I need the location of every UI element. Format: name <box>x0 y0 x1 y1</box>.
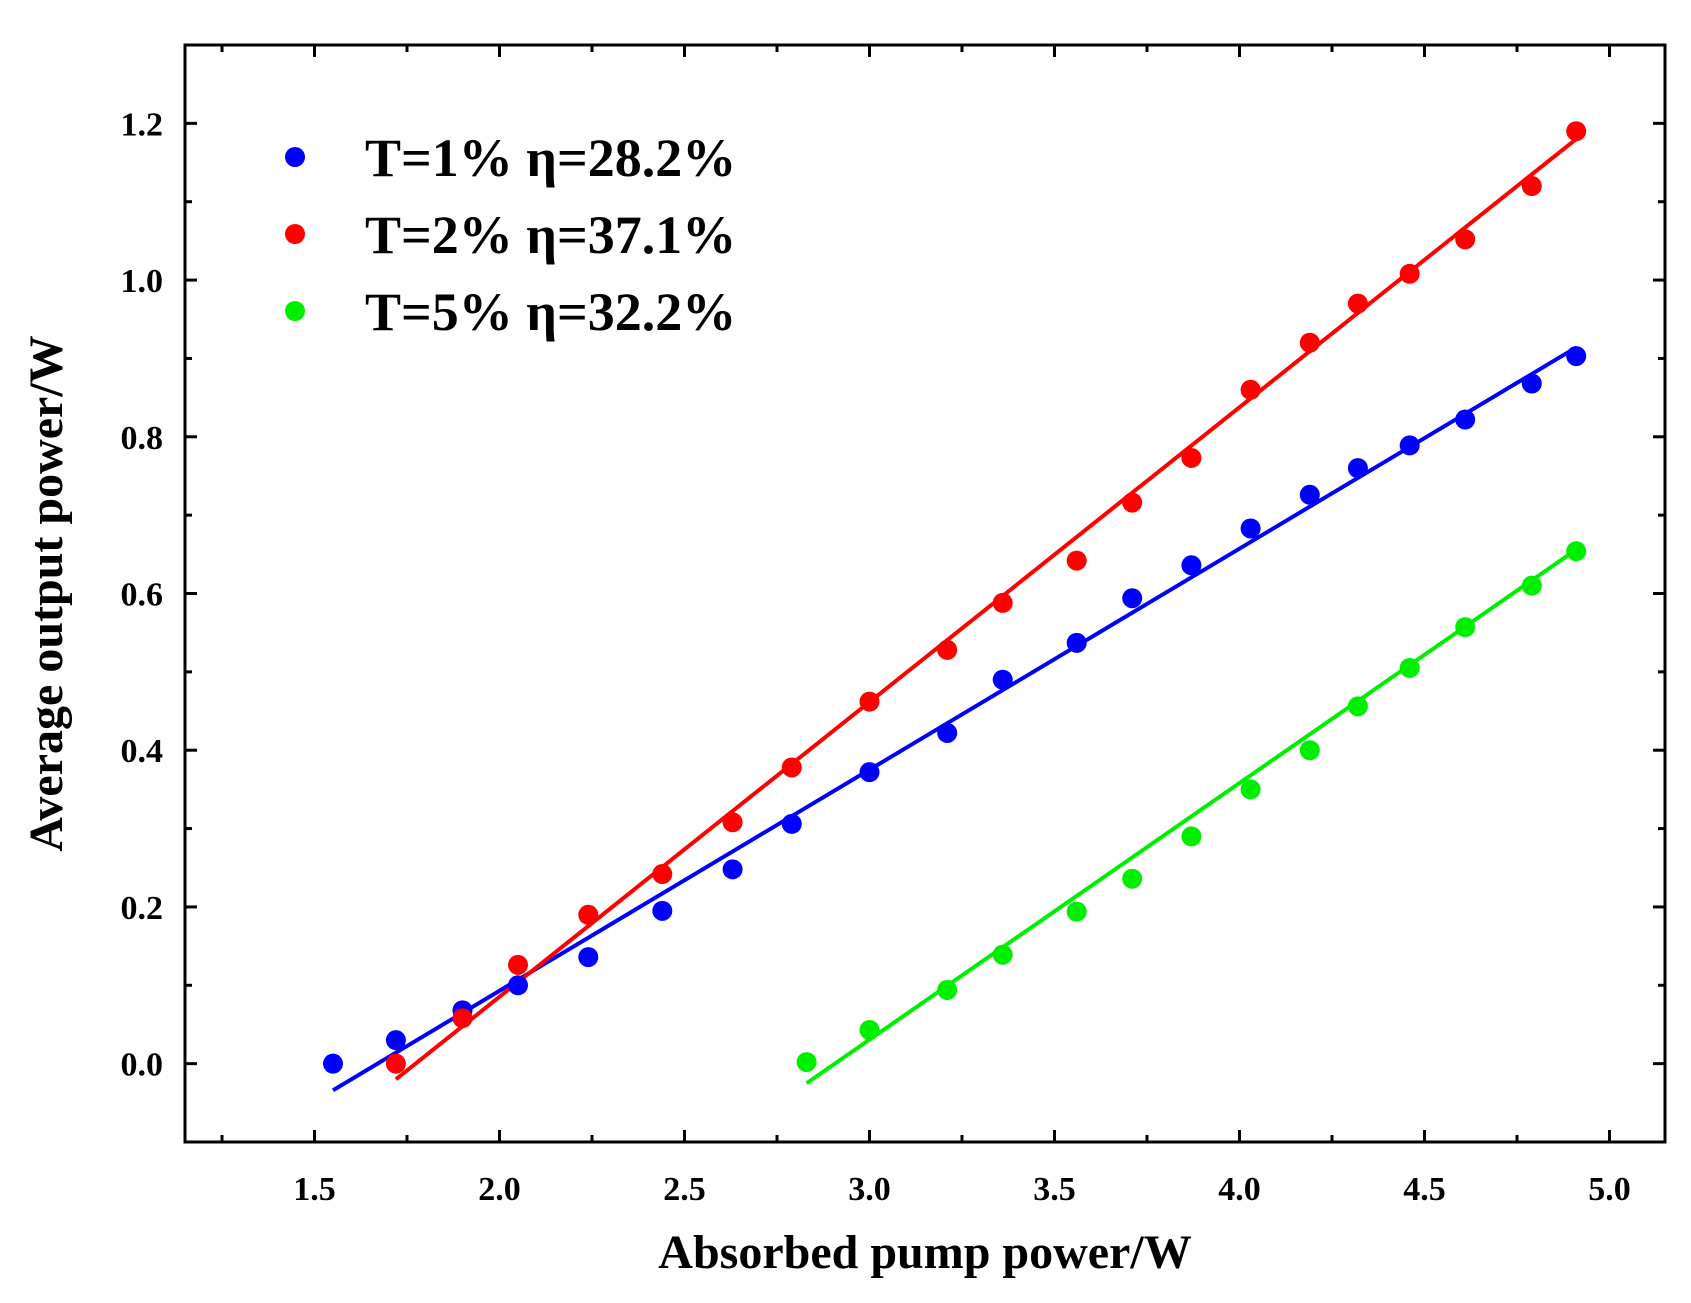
data-point-series-2 <box>1455 229 1476 250</box>
data-point-series-1 <box>385 1030 406 1051</box>
data-point-series-2 <box>1066 550 1087 571</box>
data-point-series-1 <box>992 669 1013 690</box>
legend-marker-series-2 <box>285 224 305 244</box>
data-point-series-2 <box>652 864 673 885</box>
data-point-series-1 <box>323 1053 343 1074</box>
data-point-series-1 <box>1066 632 1087 653</box>
data-point-series-3 <box>1455 617 1476 638</box>
data-point-series-3 <box>992 944 1013 965</box>
data-point-series-1 <box>781 813 802 834</box>
legend-marker-series-3 <box>285 301 305 321</box>
data-point-series-1 <box>1399 435 1420 456</box>
data-point-series-2 <box>992 592 1013 613</box>
data-point-series-2 <box>385 1053 406 1074</box>
data-point-series-1 <box>1240 518 1261 539</box>
data-point-series-3 <box>1566 541 1587 562</box>
data-point-series-3 <box>1399 657 1420 678</box>
data-point-series-1 <box>722 859 743 880</box>
x-tick-label: 4.0 <box>1218 1171 1261 1208</box>
data-point-series-1 <box>1455 409 1476 430</box>
x-tick-label: 1.5 <box>293 1171 336 1208</box>
data-point-series-2 <box>1347 293 1368 314</box>
data-point-series-2 <box>452 1008 473 1029</box>
fit-line-series-3 <box>805 547 1578 1085</box>
y-tick-label: 1.2 <box>121 106 164 143</box>
data-point-series-2 <box>937 639 958 660</box>
data-point-series-3 <box>796 1052 817 1073</box>
axis-ticks: 1.5 2.0 2.5 3.0 3.5 4.0 4.5 5.0 0.0 0.2 0.4 0.6 0.8 1… <box>121 45 1665 1208</box>
data-point-series-2 <box>1521 176 1542 197</box>
x-tick-label: 2.0 <box>478 1171 521 1208</box>
data-point-series-1 <box>937 722 958 743</box>
data-point-series-2 <box>1566 121 1587 142</box>
data-point-series-3 <box>1521 575 1542 596</box>
data-point-series-2 <box>859 691 880 712</box>
y-tick-label: 0.4 <box>121 733 164 770</box>
x-tick-label: 3.0 <box>848 1171 891 1208</box>
data-point-series-1 <box>1122 588 1143 609</box>
data-point-series-1 <box>652 900 673 921</box>
data-point-series-2 <box>1181 447 1202 468</box>
legend-label-series-1: T=1% η=28.2% <box>365 128 736 188</box>
data-point-series-3 <box>937 979 958 1000</box>
data-point-series-1 <box>859 762 880 783</box>
legend-label-series-3: T=5% η=32.2% <box>365 282 736 342</box>
y-tick-label: 0.8 <box>121 420 164 457</box>
legend-marker-series-1 <box>285 147 305 167</box>
y-tick-label: 0.2 <box>121 890 164 927</box>
data-point-series-1 <box>1299 484 1320 505</box>
fit-line-series-2 <box>394 137 1578 1081</box>
data-point-series-3 <box>1066 901 1087 922</box>
data-point-series-1 <box>508 975 528 996</box>
y-tick-label: 0.6 <box>121 577 164 614</box>
data-point-series-1 <box>578 947 599 968</box>
legend-label-series-2: T=2% η=37.1% <box>365 205 736 265</box>
data-point-series-2 <box>1299 332 1320 353</box>
y-axis-label: Average output power/W <box>20 335 73 851</box>
y-tick-label: 0.0 <box>121 1047 164 1084</box>
data-point-series-1 <box>1566 346 1587 367</box>
y-tick-label: 1.0 <box>121 263 164 300</box>
x-axis-label: Absorbed pump power/W <box>658 1226 1191 1279</box>
data-point-series-2 <box>1122 492 1143 513</box>
data-point-series-1 <box>1181 555 1202 576</box>
data-point-series-3 <box>859 1019 880 1040</box>
data-points <box>323 121 1587 1074</box>
data-point-series-2 <box>781 757 802 778</box>
data-point-series-3 <box>1299 740 1320 761</box>
data-point-series-2 <box>722 812 743 833</box>
data-point-series-3 <box>1347 696 1368 717</box>
data-point-series-2 <box>508 954 528 975</box>
x-tick-label: 3.5 <box>1033 1171 1076 1208</box>
data-point-series-3 <box>1240 779 1261 800</box>
data-point-series-1 <box>1521 373 1542 394</box>
data-point-series-1 <box>1347 458 1368 479</box>
data-point-series-3 <box>1181 826 1202 847</box>
legend: T=1% η=28.2% T=2% η=37.1% T=5% η=32.2% <box>285 128 736 342</box>
x-tick-label: 5.0 <box>1588 1171 1631 1208</box>
x-tick-label: 4.5 <box>1403 1171 1446 1208</box>
x-tick-label: 2.5 <box>663 1171 706 1208</box>
data-point-series-2 <box>1399 263 1420 284</box>
data-point-series-2 <box>578 904 599 925</box>
data-point-series-3 <box>1122 868 1143 889</box>
data-point-series-2 <box>1240 379 1261 400</box>
